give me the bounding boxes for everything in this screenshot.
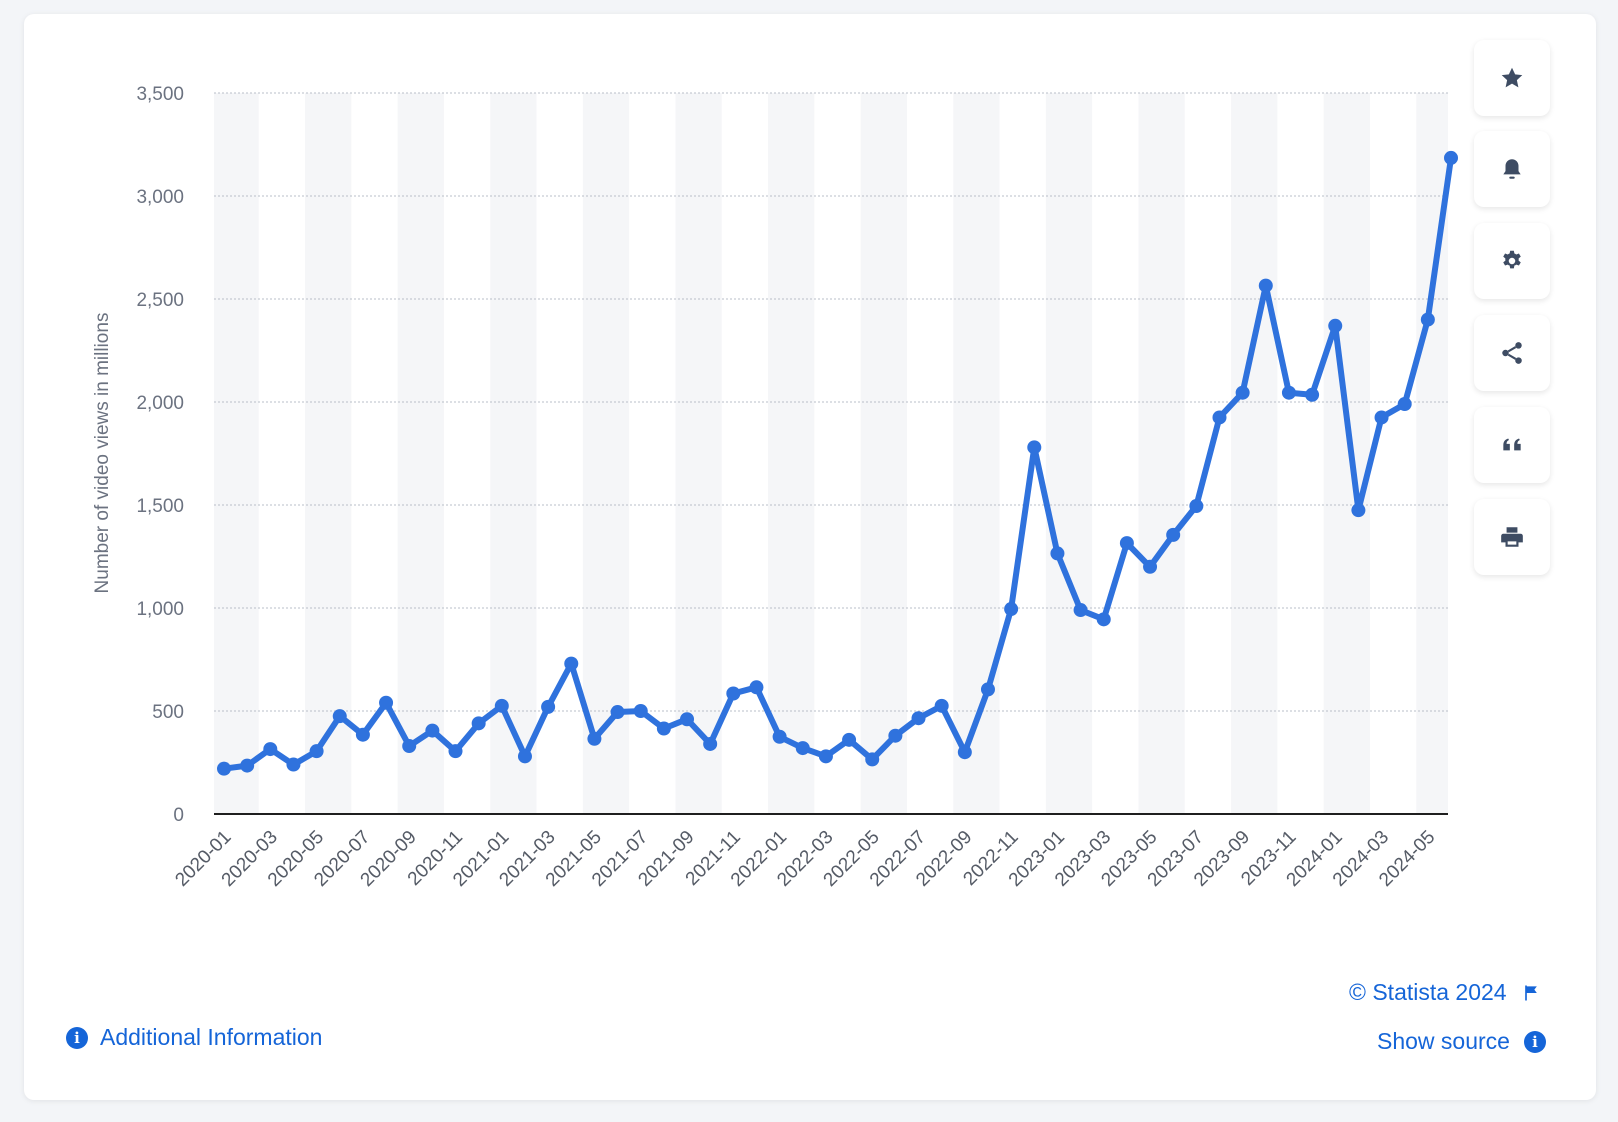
data-point bbox=[772, 729, 787, 744]
data-point bbox=[1305, 387, 1320, 402]
column-band bbox=[214, 93, 259, 814]
y-tick-label: 500 bbox=[152, 702, 184, 723]
quote-icon bbox=[1503, 438, 1521, 451]
column-band bbox=[1045, 93, 1093, 814]
data-point bbox=[286, 757, 301, 772]
favorite-button[interactable] bbox=[1474, 40, 1550, 116]
data-point bbox=[703, 736, 718, 751]
data-point bbox=[957, 745, 972, 760]
y-tick-label: 3,000 bbox=[136, 187, 184, 208]
data-point bbox=[494, 698, 509, 713]
data-point bbox=[425, 723, 440, 738]
data-point bbox=[888, 728, 903, 743]
notification-button[interactable] bbox=[1474, 131, 1550, 207]
data-point bbox=[240, 758, 255, 773]
star-icon bbox=[1501, 67, 1523, 88]
bell-icon bbox=[1503, 159, 1521, 179]
data-point bbox=[656, 721, 671, 736]
additional-information-link[interactable]: i Additional Information bbox=[66, 1024, 322, 1051]
data-point bbox=[1212, 410, 1227, 425]
data-point bbox=[1166, 527, 1181, 542]
share-button[interactable] bbox=[1474, 315, 1550, 391]
data-point bbox=[355, 727, 370, 742]
y-axis-title: Number of video views in millions bbox=[92, 313, 113, 594]
data-point bbox=[1258, 278, 1273, 293]
data-point bbox=[726, 686, 741, 701]
data-point bbox=[749, 680, 764, 695]
y-tick-label: 3,500 bbox=[136, 84, 184, 105]
column-band bbox=[305, 93, 352, 814]
column-band bbox=[1323, 93, 1370, 814]
data-point bbox=[1096, 612, 1111, 627]
print-button[interactable] bbox=[1474, 499, 1550, 575]
show-source-text: Show source bbox=[1377, 1028, 1510, 1054]
column-band bbox=[675, 93, 722, 814]
data-point bbox=[795, 741, 810, 756]
column-band bbox=[1138, 93, 1185, 814]
copyright-text: © Statista 2024 bbox=[1349, 979, 1507, 1005]
data-point bbox=[911, 711, 926, 726]
data-point bbox=[332, 709, 347, 724]
y-tick-label: 1,000 bbox=[136, 599, 184, 620]
cite-button[interactable] bbox=[1474, 407, 1550, 483]
column-band bbox=[860, 93, 907, 814]
show-source-link[interactable]: Show source i bbox=[1377, 1028, 1546, 1055]
data-point bbox=[402, 739, 417, 754]
column-band bbox=[490, 93, 537, 814]
data-point bbox=[1328, 318, 1343, 333]
data-point bbox=[564, 656, 579, 671]
data-point bbox=[587, 731, 602, 746]
data-point bbox=[379, 695, 394, 710]
data-point bbox=[633, 704, 648, 718]
data-point bbox=[1027, 440, 1042, 455]
data-point bbox=[980, 682, 995, 697]
data-point bbox=[263, 742, 278, 757]
y-tick-label: 0 bbox=[173, 805, 184, 826]
data-point bbox=[610, 705, 625, 720]
y-tick-label: 2,500 bbox=[136, 290, 184, 311]
data-point bbox=[1073, 603, 1088, 618]
data-point bbox=[1444, 150, 1458, 165]
data-point bbox=[1397, 397, 1412, 412]
data-point bbox=[1143, 559, 1158, 574]
data-point bbox=[1189, 499, 1204, 514]
y-tick-label: 2,000 bbox=[136, 393, 184, 414]
data-point bbox=[680, 712, 695, 727]
data-point bbox=[1050, 546, 1065, 561]
data-point bbox=[934, 698, 949, 713]
data-point bbox=[309, 744, 324, 759]
column-band bbox=[768, 93, 815, 814]
data-point bbox=[541, 699, 556, 714]
data-point bbox=[448, 744, 463, 759]
info-icon: i bbox=[1523, 1030, 1546, 1053]
column-band bbox=[582, 93, 630, 814]
data-point bbox=[1374, 410, 1389, 425]
column-band bbox=[397, 93, 444, 814]
data-point bbox=[1235, 385, 1250, 400]
data-point bbox=[217, 761, 231, 776]
data-point bbox=[471, 716, 486, 731]
data-point bbox=[818, 749, 833, 764]
settings-button[interactable] bbox=[1474, 223, 1550, 299]
data-point bbox=[1119, 536, 1134, 551]
data-point bbox=[842, 732, 857, 747]
data-point bbox=[1420, 312, 1435, 327]
y-tick-label: 1,500 bbox=[136, 496, 184, 517]
additional-information-text: Additional Information bbox=[100, 1024, 323, 1050]
column-band bbox=[953, 93, 1000, 814]
data-point bbox=[1351, 503, 1366, 518]
flag-icon bbox=[1524, 985, 1537, 1000]
data-point bbox=[1004, 602, 1019, 617]
share-icon bbox=[1502, 342, 1522, 364]
column-band bbox=[1231, 93, 1278, 814]
data-point bbox=[517, 749, 532, 764]
info-icon: i bbox=[66, 1026, 88, 1049]
gear-icon bbox=[1503, 250, 1521, 269]
copyright-link[interactable]: © Statista 2024 bbox=[1349, 979, 1541, 1006]
data-point bbox=[865, 752, 880, 767]
print-icon bbox=[1501, 527, 1523, 547]
data-point bbox=[1281, 385, 1296, 400]
